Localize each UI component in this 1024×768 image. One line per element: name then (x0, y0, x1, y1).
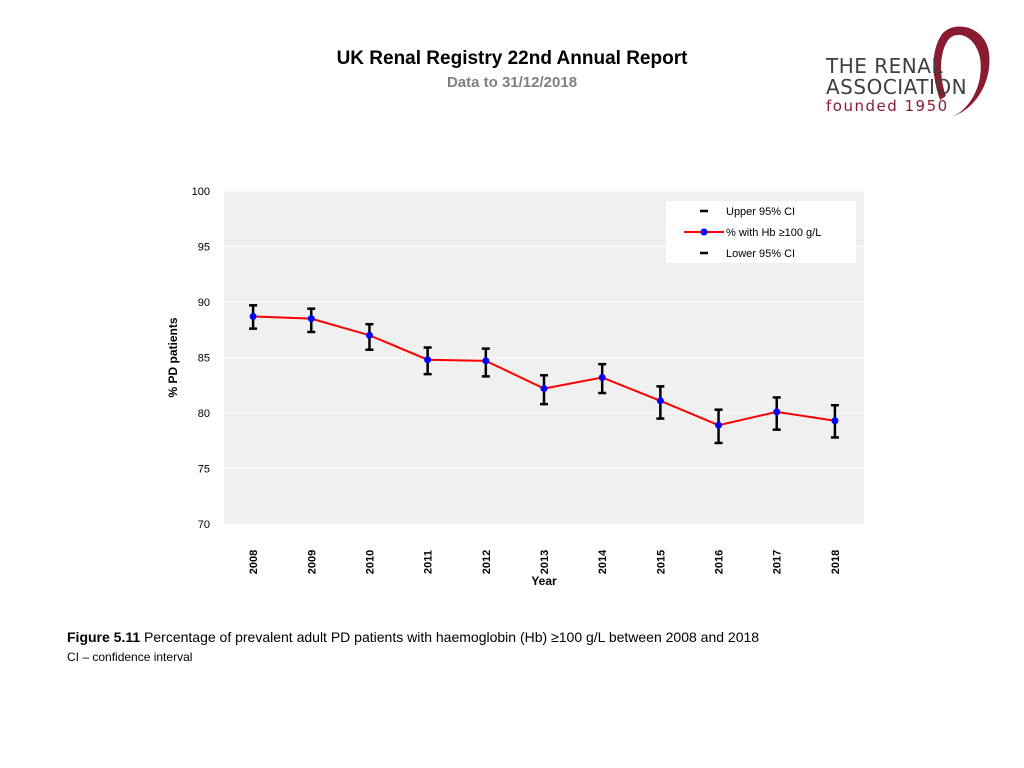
renal-association-logo: THE RENAL ASSOCIATION founded 1950 (822, 22, 1002, 122)
x-tick-label: 2017 (772, 550, 784, 574)
y-tick-label: 75 (198, 464, 210, 476)
report-header: UK Renal Registry 22nd Annual Report Dat… (0, 48, 1024, 91)
figure-caption-text: Percentage of prevalent adult PD patient… (144, 629, 760, 645)
x-tick-label: 2012 (481, 550, 493, 574)
logo-swirl-icon (933, 26, 990, 117)
x-tick-label: 2016 (714, 550, 726, 574)
x-tick-label: 2014 (597, 549, 609, 574)
x-tick-label: 2018 (830, 550, 842, 574)
grid-lines (224, 190, 864, 525)
legend-main-label: % with Hb ≥100 g/L (726, 227, 821, 239)
x-tick-label: 2013 (539, 550, 551, 574)
x-tick-label: 2008 (248, 550, 260, 574)
figure-note: CI – confidence interval (67, 650, 193, 664)
data-point (540, 385, 548, 393)
y-tick-label: 85 (198, 353, 210, 365)
x-tick-label: 2010 (364, 550, 376, 574)
x-tick-labels: 2008 2009 2010 2011 2012 2013 2014 2015 2016 2017… (248, 549, 842, 574)
legend-upper-ci-label: Upper 95% CI (726, 206, 795, 218)
x-tick-label: 2015 (655, 550, 667, 574)
legend-main-marker (700, 228, 708, 236)
x-tick-label: 2011 (423, 550, 435, 574)
data-point (598, 373, 606, 381)
y-tick-label: 100 (192, 186, 210, 198)
logo-line-2: ASSOCIATION (826, 75, 968, 99)
y-axis-label: % PD patients (166, 317, 180, 397)
x-axis-label: Year (531, 574, 557, 588)
data-point (831, 417, 839, 425)
series-points (249, 312, 839, 429)
data-point (365, 331, 373, 339)
logo-line-3: founded 1950 (826, 97, 949, 115)
figure-label: Figure 5.11 (67, 629, 141, 645)
report-title: UK Renal Registry 22nd Annual Report (336, 48, 688, 69)
data-point (424, 356, 432, 364)
y-tick-label: 80 (198, 408, 210, 420)
data-point (773, 408, 781, 416)
data-point (249, 312, 257, 320)
y-tick-labels: 70 75 80 85 90 95 100 (192, 186, 210, 531)
data-point (482, 357, 490, 365)
report-subtitle: Data to 31/12/2018 (446, 74, 578, 91)
y-tick-label: 70 (198, 519, 210, 531)
data-point (307, 315, 315, 323)
legend-lower-ci-label: Lower 95% CI (726, 248, 795, 260)
logo-line-1: THE RENAL (826, 54, 944, 78)
y-tick-label: 95 (198, 242, 210, 254)
figure-caption: Figure 5.11 Percentage of prevalent adul… (67, 629, 759, 645)
legend: Upper 95% CI % with Hb ≥100 g/L Lower 95… (666, 201, 856, 263)
y-tick-label: 90 (198, 297, 210, 309)
data-point (715, 421, 723, 429)
x-tick-label: 2009 (306, 550, 318, 574)
data-point (656, 397, 664, 405)
hb-chart: 70 75 80 85 90 95 100 2008 2009 2010 2011 2012 2013… (166, 186, 864, 588)
